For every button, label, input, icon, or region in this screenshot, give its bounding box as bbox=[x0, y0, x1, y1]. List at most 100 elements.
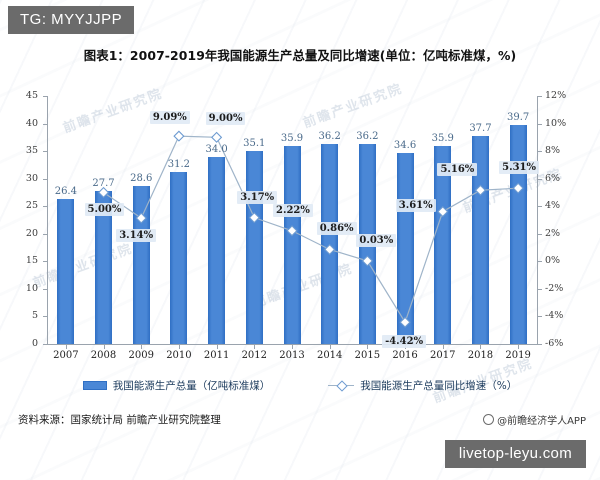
growth-rate-label: 3.14% bbox=[116, 229, 157, 243]
bar[interactable] bbox=[57, 198, 75, 344]
bar-value-label: 27.7 bbox=[92, 178, 115, 190]
left-axis-line bbox=[47, 96, 48, 344]
category-axis-tick bbox=[65, 345, 67, 349]
category-axis-label: 2019 bbox=[505, 350, 531, 361]
bar[interactable] bbox=[95, 191, 113, 344]
legend-label-growth-rate: 我国能源生产总量同比增速（%） bbox=[360, 380, 518, 392]
bar[interactable] bbox=[509, 125, 527, 344]
chart-footer: 资料来源：国家统计局 前瞻产业研究院整理 @前瞻经济学人APP bbox=[18, 412, 586, 427]
category-axis-tick bbox=[480, 345, 482, 349]
category-axis-tick bbox=[518, 345, 520, 349]
chart-plot-area: 0 5 10 15 20 25 30 35 40 45 -6% -4% -2% 0% 2% 4% 6% 8% 10%… bbox=[0, 84, 600, 361]
legend-item-growth-rate[interactable]: 我国能源生产总量同比增速（%） bbox=[328, 378, 517, 393]
left-axis-tick-label: 45 bbox=[25, 90, 38, 101]
right-axis-tick bbox=[538, 233, 542, 235]
left-axis-tick bbox=[43, 261, 47, 263]
line-marker-swatch-icon bbox=[328, 381, 355, 390]
bar[interactable] bbox=[283, 146, 301, 344]
bar[interactable] bbox=[434, 146, 452, 344]
bar-value-label: 34.6 bbox=[393, 140, 417, 152]
category-axis-tick bbox=[216, 345, 218, 349]
source-note: 资料来源：国家统计局 前瞻产业研究院整理 bbox=[18, 414, 221, 426]
bar-value-label: 35.9 bbox=[431, 133, 454, 145]
growth-rate-label: 0.03% bbox=[356, 233, 397, 247]
category-axis-label: 2017 bbox=[430, 350, 456, 361]
attribution-note: @前瞻经济学人APP bbox=[483, 412, 586, 427]
category-axis-label: 2015 bbox=[354, 350, 381, 361]
category-axis-tick bbox=[254, 345, 256, 349]
left-axis-tick-label: 30 bbox=[25, 172, 38, 184]
app-logo-icon bbox=[483, 414, 495, 425]
category-axis-tick bbox=[141, 345, 143, 349]
category-axis-tick bbox=[103, 345, 105, 349]
category-axis-label: 2018 bbox=[467, 350, 494, 361]
category-axis-label: 2009 bbox=[128, 350, 154, 361]
bar[interactable] bbox=[170, 172, 188, 344]
left-axis-tick bbox=[43, 344, 47, 345]
right-axis-tick-label: 6% bbox=[545, 172, 561, 184]
chart-title: 图表1：2007-2019年我国能源生产总量及同比增速(单位：亿吨标准煤，%) bbox=[83, 48, 517, 63]
right-axis-tick-label: -4% bbox=[545, 310, 564, 322]
right-axis-tick bbox=[538, 96, 542, 97]
growth-rate-label: 5.31% bbox=[499, 161, 539, 175]
right-axis-tick-label: 2% bbox=[545, 227, 561, 239]
right-axis-tick-label: -6% bbox=[545, 338, 564, 349]
bar-value-label: 28.6 bbox=[130, 173, 153, 185]
left-axis-tick bbox=[43, 151, 47, 153]
bar[interactable] bbox=[132, 186, 150, 344]
right-axis-tick bbox=[538, 316, 542, 318]
category-axis-tick bbox=[178, 345, 180, 349]
left-axis-tick-label: 40 bbox=[25, 117, 38, 129]
bar-value-label: 34.0 bbox=[205, 143, 228, 155]
right-axis-tick bbox=[538, 206, 542, 208]
left-axis-tick bbox=[43, 206, 47, 208]
category-axis-tick bbox=[292, 345, 293, 349]
growth-rate-label: 5.00% bbox=[84, 203, 125, 217]
bar-value-label: 35.9 bbox=[280, 133, 304, 145]
legend-label-total-output: 我国能源生产总量（亿吨标准煤） bbox=[112, 380, 271, 392]
bar-value-label: 36.2 bbox=[318, 131, 341, 143]
right-axis-tick bbox=[538, 288, 542, 290]
growth-rate-label: 9.09% bbox=[149, 111, 190, 125]
right-axis-tick-label: -2% bbox=[545, 282, 564, 294]
growth-rate-label: 0.86% bbox=[316, 222, 357, 236]
growth-rate-label: 5.16% bbox=[437, 163, 478, 177]
right-axis-tick-label: 12% bbox=[545, 90, 567, 101]
bar-value-label: 31.2 bbox=[167, 159, 191, 171]
category-axis-label: 2011 bbox=[203, 350, 230, 361]
growth-rate-label: 9.00% bbox=[205, 112, 246, 126]
bar-swatch-icon bbox=[82, 381, 107, 390]
bar[interactable] bbox=[471, 136, 489, 344]
category-axis-label: 2016 bbox=[392, 350, 418, 361]
left-axis-tick-label: 0 bbox=[31, 338, 38, 349]
right-axis-tick-label: 4% bbox=[545, 200, 561, 212]
bar-value-label: 26.4 bbox=[54, 185, 77, 197]
right-axis-tick bbox=[538, 123, 542, 125]
category-axis-label: 2014 bbox=[316, 350, 343, 361]
bar[interactable] bbox=[208, 156, 226, 344]
left-axis-tick-label: 10 bbox=[25, 282, 38, 294]
left-axis-tick-label: 20 bbox=[25, 227, 38, 239]
right-axis-tick bbox=[538, 261, 542, 263]
left-axis-tick-label: 25 bbox=[25, 200, 38, 212]
right-axis-tick-label: 10% bbox=[545, 117, 567, 129]
left-axis-tick-label: 15 bbox=[25, 255, 38, 267]
attribution-label: @前瞻经济学人APP bbox=[497, 416, 586, 427]
category-axis-tick bbox=[442, 345, 444, 349]
left-axis-tick bbox=[43, 288, 47, 290]
growth-rate-label: 3.61% bbox=[395, 198, 436, 212]
telegram-tag-badge: TG: MYYJJPP bbox=[8, 6, 135, 34]
bar-value-label: 37.7 bbox=[469, 123, 492, 135]
right-axis-line bbox=[537, 96, 538, 344]
left-axis-tick-label: 5 bbox=[31, 310, 38, 322]
growth-rate-label: -4.42% bbox=[382, 335, 427, 349]
bar-value-label: 36.2 bbox=[356, 131, 379, 143]
left-axis-tick bbox=[43, 316, 47, 318]
growth-rate-label: 2.22% bbox=[273, 203, 313, 217]
legend-item-total-output[interactable]: 我国能源生产总量（亿吨标准煤） bbox=[82, 378, 271, 393]
category-axis-label: 2008 bbox=[90, 350, 117, 361]
left-axis-tick bbox=[43, 123, 47, 125]
right-axis-tick bbox=[538, 178, 542, 180]
category-axis-label: 2012 bbox=[241, 350, 268, 361]
category-axis-label: 2013 bbox=[279, 350, 305, 361]
